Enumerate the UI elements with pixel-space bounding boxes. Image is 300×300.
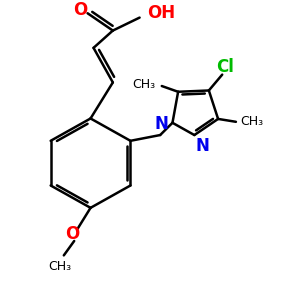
Text: CH₃: CH₃ (240, 115, 263, 128)
Text: CH₃: CH₃ (48, 260, 71, 273)
Text: OH: OH (147, 4, 175, 22)
Text: O: O (66, 225, 80, 243)
Text: O: O (73, 2, 87, 20)
Text: CH₃: CH₃ (133, 78, 156, 91)
Text: N: N (154, 115, 168, 133)
Text: Cl: Cl (216, 58, 234, 76)
Text: N: N (196, 137, 210, 155)
